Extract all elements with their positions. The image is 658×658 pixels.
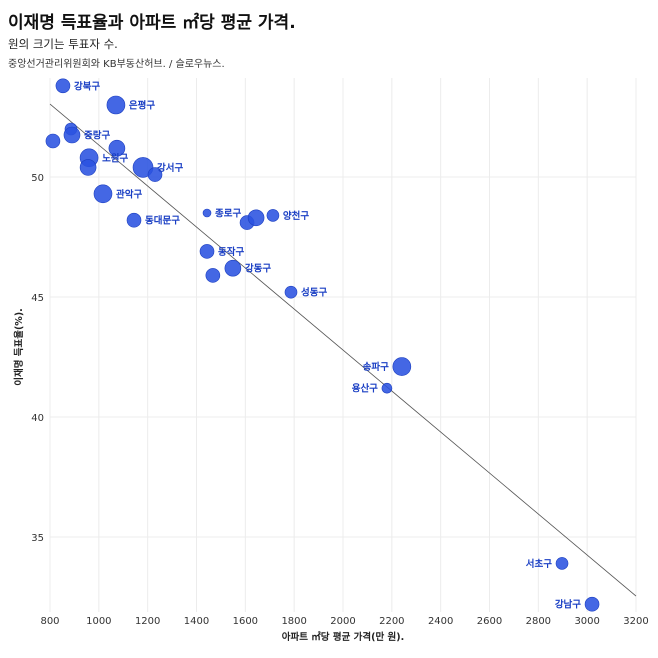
data-point: [106, 95, 126, 115]
data-point: [392, 357, 412, 376]
point-label: 강북구: [74, 80, 100, 92]
grid: [49, 78, 637, 612]
data-point: [63, 126, 81, 144]
data-point: [205, 268, 221, 283]
point-label: 양천구: [283, 210, 309, 222]
point-label: 동작구: [218, 246, 244, 258]
data-point: [126, 212, 142, 228]
data-point: [79, 159, 97, 176]
data-point: [108, 139, 126, 157]
x-tick-label: 1000: [86, 616, 111, 627]
x-tick-label: 1800: [281, 616, 306, 627]
trend-line: [49, 103, 637, 597]
point-label: 용산구: [352, 383, 378, 395]
y-tick-label: 35: [31, 533, 44, 544]
x-tick-label: 3000: [574, 616, 599, 627]
point-label: 중랑구: [84, 130, 110, 142]
data-point: [199, 244, 215, 259]
data-point: [224, 259, 242, 277]
x-tick-label: 1200: [135, 616, 160, 627]
point-label: 성동구: [301, 287, 327, 299]
data-point: [45, 133, 61, 149]
x-tick-label: 800: [40, 616, 59, 627]
point-label: 종로구: [215, 209, 241, 220]
x-tick-label: 1600: [233, 616, 258, 627]
point-label: 서초구: [526, 558, 552, 570]
chart-subtitle: 원의 크기는 투표자 수.: [8, 37, 118, 51]
data-point: [93, 184, 113, 204]
x-tick-label: 1400: [184, 616, 209, 627]
point-label: 송파구: [363, 361, 389, 373]
x-tick-label: 2200: [379, 616, 404, 627]
x-axis-label: 아파트 ㎡당 평균 가격(만 원).: [282, 631, 404, 643]
y-axis-label: 이재명 득표율(%).: [13, 308, 25, 386]
chart-title: 이재명 득표율과 아파트 ㎡당 평균 가격.: [8, 13, 296, 33]
data-point: [202, 208, 212, 218]
point-label: 은평구: [129, 100, 155, 112]
x-tick-label: 3200: [623, 616, 648, 627]
data-point: [266, 209, 280, 222]
point-label: 동대문구: [145, 215, 180, 227]
data-point: [284, 285, 298, 299]
points: [45, 78, 600, 612]
x-tick-label: 2600: [477, 616, 502, 627]
data-point: [132, 157, 154, 178]
point-label: 관악구: [116, 188, 142, 200]
data-point: [381, 382, 393, 394]
data-point: [247, 209, 265, 227]
data-point: [55, 78, 71, 94]
y-tick-label: 50: [31, 173, 44, 184]
tick-labels: 800 1000 1200 1400 1600 1800 2000 2200 2400 2600 2…: [31, 173, 648, 627]
data-point: [584, 596, 600, 612]
y-tick-label: 40: [31, 413, 44, 424]
x-tick-label: 2000: [330, 616, 355, 627]
y-tick-label: 45: [31, 293, 44, 304]
data-point: [147, 167, 163, 182]
point-label: 노원구: [102, 152, 128, 164]
point-label: 강남구: [555, 599, 581, 611]
data-point: [555, 557, 569, 570]
chart-source: 중앙선거관리위원회와 KB부동산허브. / 슬로우뉴스.: [8, 59, 225, 70]
x-tick-label: 2800: [526, 616, 551, 627]
point-label: 강서구: [157, 162, 183, 174]
x-tick-label: 2400: [428, 616, 453, 627]
point-label: 강동구: [245, 263, 271, 275]
